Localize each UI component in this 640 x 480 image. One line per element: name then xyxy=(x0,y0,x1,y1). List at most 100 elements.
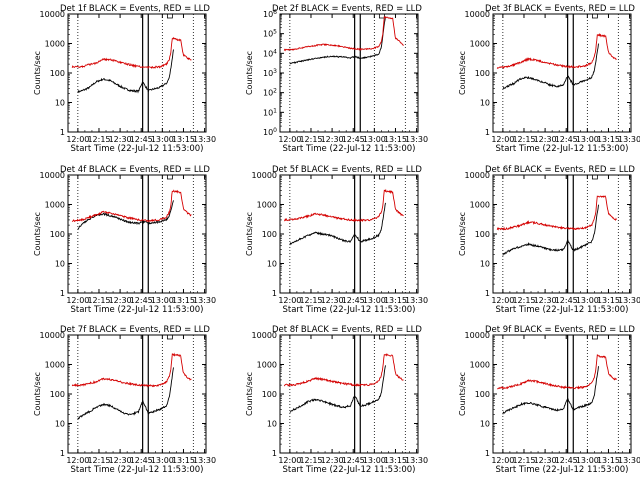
y-tick-label: 100 xyxy=(475,230,490,239)
y-axis-label: Counts/sec xyxy=(33,212,42,256)
x-tick-label: 13:30 xyxy=(405,135,428,144)
flare-bracket-mark xyxy=(591,335,598,340)
series-events-line xyxy=(77,49,174,94)
y-axis-label: Counts/sec xyxy=(245,372,254,416)
x-axis-label: Start Time (22-Jul-12 11:53:00) xyxy=(71,144,204,154)
x-tick-label: 13:00 xyxy=(151,456,174,465)
y-tick-label: 10000 xyxy=(465,331,490,340)
x-tick-label: 12:45 xyxy=(342,296,365,305)
panel-9: Det 9f BLACK = Events, RED = LLD 1 10 100 10… xyxy=(458,325,640,475)
plot-frame xyxy=(279,13,419,133)
x-tick-label: 13:30 xyxy=(618,135,640,144)
plot-frame xyxy=(67,174,207,294)
x-tick-label: 12:45 xyxy=(342,135,365,144)
y-tick-label: 10000 xyxy=(40,171,65,180)
y-tick-label: 10 xyxy=(55,99,65,108)
series-lld-line xyxy=(283,16,404,52)
y-axis-label: Counts/sec xyxy=(245,51,254,95)
series-lld-line xyxy=(71,189,192,223)
x-tick-label: 13:00 xyxy=(363,135,386,144)
x-tick-label: 12:15 xyxy=(512,456,535,465)
y-tick-label: 1 xyxy=(485,449,490,458)
series-lld-line xyxy=(71,36,192,70)
x-axis-label: Start Time (22-Jul-12 11:53:00) xyxy=(283,144,416,154)
x-tick-label: 12:30 xyxy=(534,456,557,465)
y-tick-label: 10000 xyxy=(465,10,490,19)
panel-title: Det 9f BLACK = Events, RED = LLD xyxy=(485,325,635,335)
series-events-line xyxy=(77,200,174,230)
panel-title: Det 6f BLACK = Events, RED = LLD xyxy=(485,165,635,175)
y-tick-label: 100 xyxy=(475,390,490,399)
series-lld-line xyxy=(283,353,404,387)
x-tick-label: 13:00 xyxy=(576,296,599,305)
y-tick-label: 1000 xyxy=(45,201,65,210)
panel-title: Det 1f BLACK = Events, RED = LLD xyxy=(60,4,210,14)
y-tick-label: 1 xyxy=(60,449,65,458)
x-tick-label: 12:15 xyxy=(87,296,110,305)
panel-4: Det 4f BLACK = Events, RED = LLD 1 10 100 10… xyxy=(33,165,216,315)
plot-frame xyxy=(492,13,632,133)
panel-title: Det 8f BLACK = Events, RED = LLD xyxy=(272,325,422,335)
x-tick-label: 12:45 xyxy=(342,456,365,465)
x-axis-label: Start Time (22-Jul-12 11:53:00) xyxy=(71,305,204,315)
x-axis-label: Start Time (22-Jul-12 11:53:00) xyxy=(283,465,416,475)
y-tick-label: 10 xyxy=(267,260,277,269)
x-tick-label: 13:30 xyxy=(618,456,640,465)
y-tick-label: 1 xyxy=(272,449,277,458)
x-axis-label: Start Time (22-Jul-12 11:53:00) xyxy=(71,465,204,475)
x-tick-label: 12:45 xyxy=(555,456,578,465)
y-tick-label: 101 xyxy=(263,107,277,117)
y-axis-label: Counts/sec xyxy=(458,372,467,416)
y-tick-label: 10 xyxy=(55,260,65,269)
y-tick-label: 102 xyxy=(263,88,277,98)
x-tick-label: 12:30 xyxy=(321,296,344,305)
series-events-line xyxy=(289,16,386,65)
panel-title: Det 4f BLACK = Events, RED = LLD xyxy=(60,165,210,175)
y-tick-label: 1000 xyxy=(470,40,490,49)
x-tick-label: 13:15 xyxy=(384,296,407,305)
y-axis-label: Counts/sec xyxy=(458,212,467,256)
plot-frame xyxy=(67,13,207,133)
y-tick-label: 1000 xyxy=(45,40,65,49)
x-tick-label: 13:30 xyxy=(405,456,428,465)
x-tick-label: 12:00 xyxy=(491,296,514,305)
x-tick-label: 12:45 xyxy=(555,296,578,305)
x-tick-label: 13:15 xyxy=(597,296,620,305)
series-events-line xyxy=(502,366,599,415)
panel-title: Det 2f BLACK = Events, RED = LLD xyxy=(272,4,422,14)
y-tick-label: 10000 xyxy=(252,171,277,180)
plot-frame xyxy=(279,334,419,454)
x-axis-label: Start Time (22-Jul-12 11:53:00) xyxy=(496,305,629,315)
x-tick-label: 13:00 xyxy=(576,135,599,144)
x-tick-label: 12:00 xyxy=(491,135,514,144)
y-tick-label: 100 xyxy=(50,230,65,239)
x-axis-label: Start Time (22-Jul-12 11:53:00) xyxy=(496,465,629,475)
panel-3: Det 3f BLACK = Events, RED = LLD 1 10 100 10… xyxy=(458,4,640,154)
plot-frame xyxy=(67,334,207,454)
x-tick-label: 12:15 xyxy=(512,296,535,305)
y-tick-label: 100 xyxy=(50,69,65,78)
series-lld-line xyxy=(497,354,617,390)
x-tick-label: 12:45 xyxy=(555,135,578,144)
x-tick-label: 12:30 xyxy=(321,135,344,144)
panel-5: Det 5f BLACK = Events, RED = LLD 1 10 100 10… xyxy=(245,165,428,315)
y-tick-label: 10000 xyxy=(252,331,277,340)
x-tick-label: 12:00 xyxy=(278,456,301,465)
y-tick-label: 10 xyxy=(267,420,277,429)
flare-bracket-mark xyxy=(591,14,598,19)
y-tick-label: 10 xyxy=(55,420,65,429)
x-tick-label: 13:00 xyxy=(363,456,386,465)
x-tick-label: 13:15 xyxy=(597,135,620,144)
series-lld-line xyxy=(284,188,404,223)
y-tick-label: 1 xyxy=(60,128,65,137)
y-tick-label: 1 xyxy=(485,289,490,298)
x-tick-label: 12:45 xyxy=(130,456,153,465)
y-tick-label: 10000 xyxy=(40,331,65,340)
x-tick-label: 13:15 xyxy=(172,296,195,305)
y-tick-label: 100 xyxy=(50,390,65,399)
x-tick-label: 12:30 xyxy=(109,456,132,465)
x-tick-label: 13:30 xyxy=(405,296,428,305)
y-tick-label: 100 xyxy=(263,127,277,137)
x-tick-label: 13:00 xyxy=(576,456,599,465)
